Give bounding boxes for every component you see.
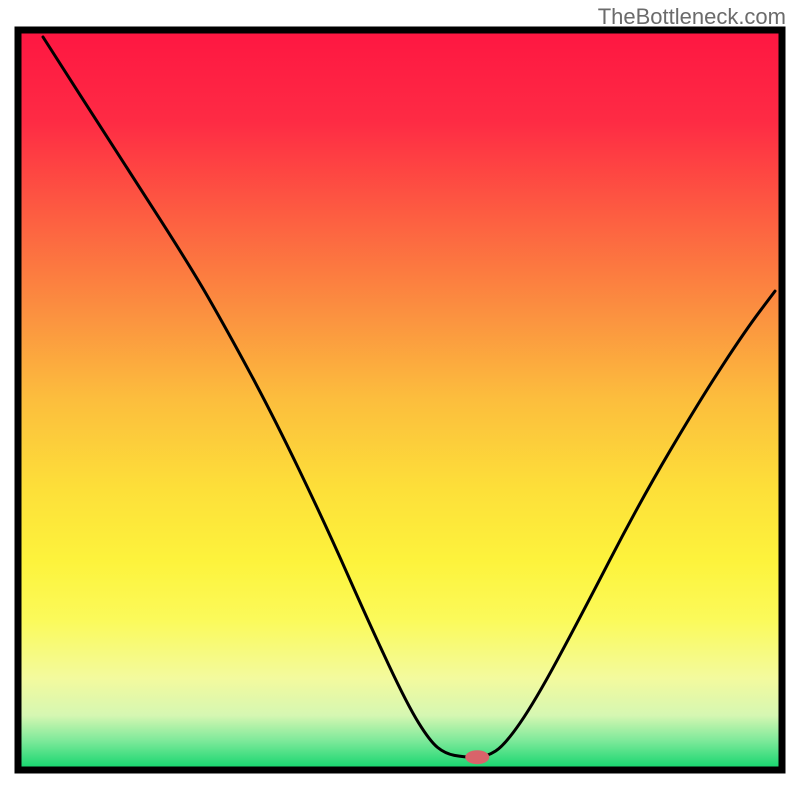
chart-background [22,34,779,767]
bottleneck-chart [0,0,800,800]
watermark-text: TheBottleneck.com [598,4,786,30]
optimal-marker [465,750,489,764]
chart-container: TheBottleneck.com [0,0,800,800]
